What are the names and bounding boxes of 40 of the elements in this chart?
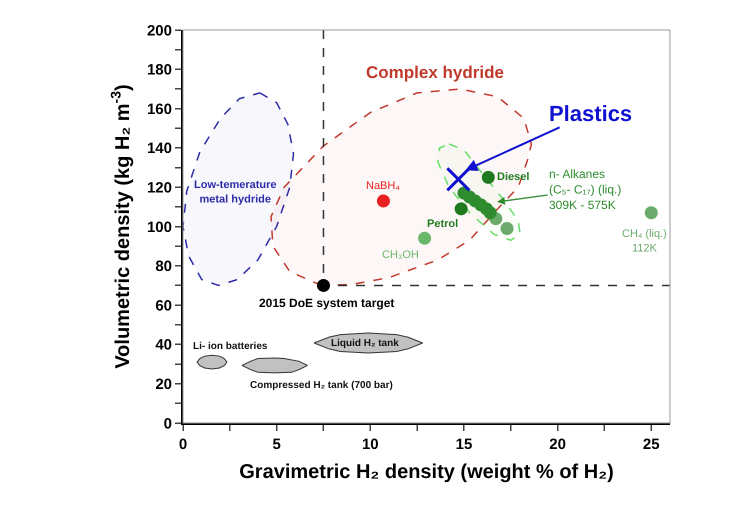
series-label: 2015 DoE system target (259, 296, 394, 310)
series-label: Diesel (497, 171, 530, 183)
y-tick-label: 100 (146, 218, 172, 236)
series-label: Low-temerature metal hydride (194, 179, 277, 206)
x-axis-title: Gravimetric H₂ density (weight % of H₂) (239, 461, 614, 483)
y-tick-label: 160 (146, 100, 172, 118)
x-tick-label: 10 (362, 436, 379, 453)
point (644, 206, 658, 220)
text: Plastics (549, 101, 632, 126)
series-label: Complex hydride (366, 63, 504, 82)
series-label: Compressed H₂ tank (700 bar) (250, 380, 393, 391)
point (454, 202, 468, 216)
series-label: CH₄ (liq.) 112K (622, 228, 667, 254)
y-tick-label: 140 (146, 140, 172, 158)
x-tick-label: 5 (272, 436, 281, 453)
x-tick-label: 20 (549, 436, 566, 453)
series-label: CH₃OH (382, 249, 419, 261)
point (446, 166, 471, 192)
y-tick-label: 0 (164, 415, 172, 432)
point (500, 222, 514, 235)
point (484, 206, 497, 220)
x-tick-label: 15 (456, 436, 472, 453)
point (482, 170, 495, 184)
series-label: Liquid H₂ tank (331, 338, 400, 349)
x-tick-label: 25 (642, 436, 660, 453)
y-tick-label: 40 (155, 336, 172, 354)
series-label: NaBH₄ (366, 180, 400, 192)
y-tick-label: 120 (146, 179, 172, 196)
point (418, 232, 432, 245)
series-label: Li- ion batteries (193, 341, 268, 352)
point (376, 194, 390, 208)
x-tick-label: 0 (178, 436, 188, 453)
series-label: Petrol (427, 218, 458, 230)
y-tick-label: 20 (155, 376, 172, 393)
text: n- Alkanes (C₅- C₁₇) (liq.) 309K - 575K (549, 167, 622, 212)
y-tick-label: 200 (146, 22, 172, 40)
point (316, 278, 330, 292)
y-tick-label: 180 (146, 62, 172, 79)
y-tick-label: 60 (155, 297, 172, 314)
y-tick-label: 80 (155, 258, 172, 276)
